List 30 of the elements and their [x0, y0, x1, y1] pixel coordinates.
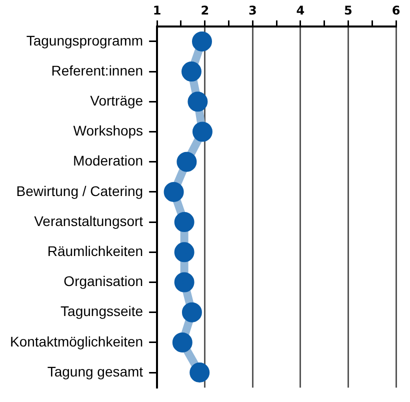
point — [182, 302, 202, 322]
point — [192, 122, 212, 142]
x-tick-label: 5 — [344, 3, 352, 18]
y-tick-label: Tagungsseite — [60, 303, 144, 320]
point — [192, 31, 212, 52]
point — [176, 152, 197, 172]
x-tick-label: 4 — [296, 3, 305, 18]
y-tick-label: Organisation — [64, 273, 144, 290]
point — [174, 272, 194, 292]
x-tick-label: 3 — [248, 3, 257, 18]
y-tick-label: Räumlichkeiten — [47, 243, 144, 260]
x-tick-label: 6 — [392, 3, 400, 18]
point — [172, 332, 192, 352]
point — [174, 212, 194, 232]
point — [174, 242, 194, 262]
point — [188, 92, 208, 112]
y-tick-label: Kontaktmöglichkeiten — [10, 333, 144, 350]
y-tick-label: Vorträge — [90, 92, 144, 109]
y-tick-label: Workshops — [73, 122, 144, 139]
point — [181, 62, 202, 82]
point — [190, 362, 210, 383]
y-tick-label: Bewirtung / Catering — [16, 182, 144, 199]
y-tick-label: Referent:innen — [51, 62, 144, 78]
x-tick-label: 1 — [152, 3, 162, 18]
y-tick-label: Veranstaltungsort — [34, 212, 144, 229]
x-tick-label: 2 — [200, 3, 210, 18]
y-tick-label: Tagung gesamt — [47, 363, 144, 380]
y-tick-label: Moderation — [73, 152, 144, 169]
y-tick-label: Tagungsprogramm — [26, 32, 144, 48]
point — [164, 182, 184, 202]
